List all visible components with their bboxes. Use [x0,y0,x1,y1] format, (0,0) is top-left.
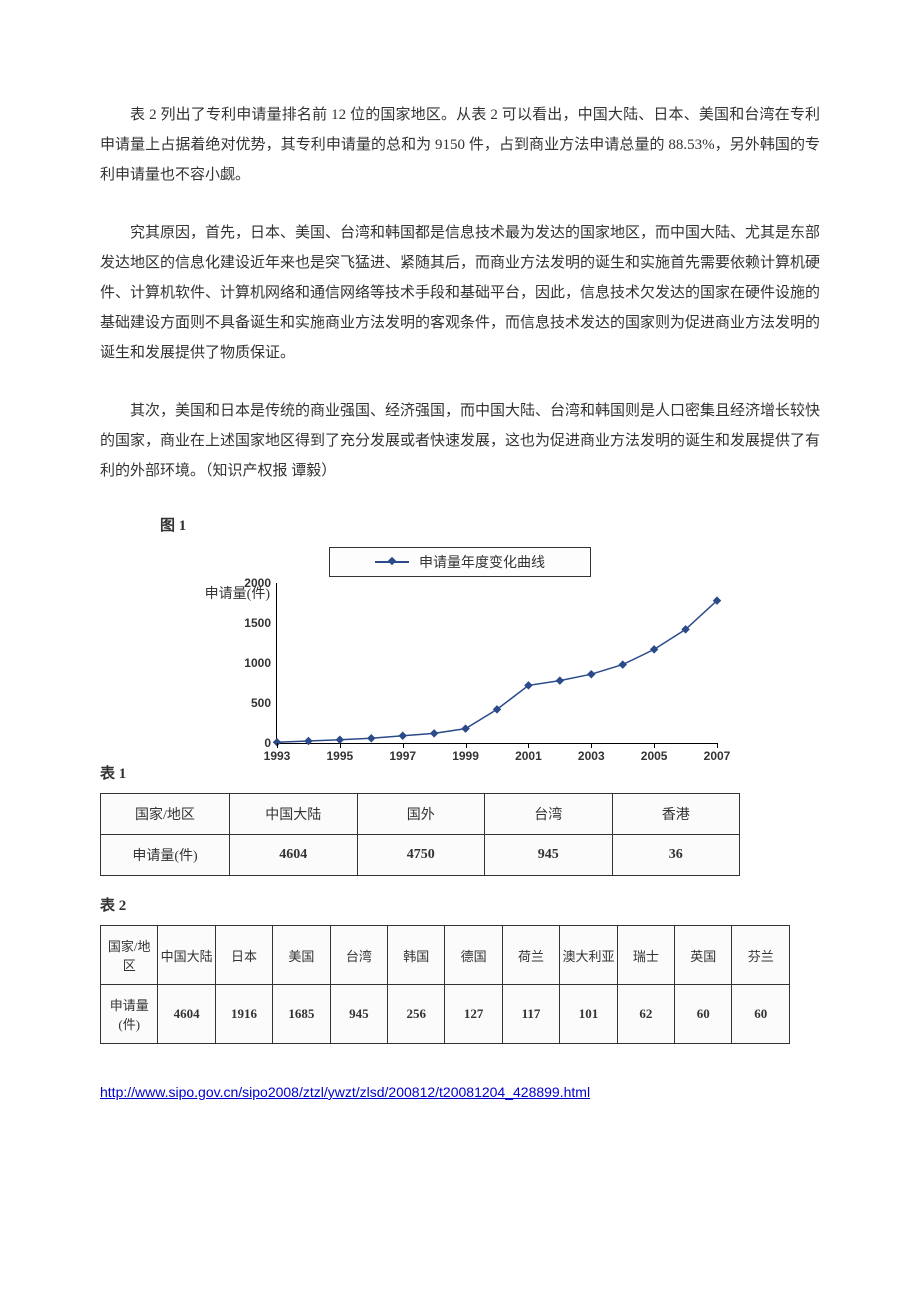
chart-xtick: 2003 [578,749,605,763]
chart-xtick: 1997 [389,749,416,763]
table-header-cell: 芬兰 [732,926,790,985]
table-data-cell: 945 [485,835,613,876]
table-header-cell: 国外 [357,794,485,835]
table-data-cell: 101 [560,985,617,1044]
table-row-label: 申请量(件) [101,835,230,876]
chart-ytick: 1500 [231,616,271,630]
chart-xtick: 2005 [641,749,668,763]
chart-xtick: 1995 [326,749,353,763]
table-data-cell: 62 [617,985,674,1044]
table-header-cell: 韩国 [388,926,445,985]
paragraph-1: 表 2 列出了专利申请量排名前 12 位的国家地区。从表 2 可以看出，中国大陆… [100,100,820,190]
chart-legend: 申请量年度变化曲线 [329,547,591,577]
table-header-cell: 瑞士 [617,926,674,985]
table-row-label: 申请量(件) [101,985,158,1044]
table-data-cell: 4750 [357,835,485,876]
chart-xtick: 1999 [452,749,479,763]
table-header-cell: 国家/地区 [101,794,230,835]
paragraph-2: 究其原因，首先，日本、美国、台湾和韩国都是信息技术最为发达的国家地区，而中国大陆… [100,218,820,368]
chart-plot-area: 0500100015002000199319951997199920012003… [276,583,717,744]
table-header-cell: 澳大利亚 [560,926,617,985]
table-data-cell: 945 [330,985,387,1044]
table-header-cell: 中国大陆 [230,794,358,835]
chart-ytick: 1000 [231,656,271,670]
table-2-label: 表 2 [100,894,820,915]
legend-line-icon [375,561,409,563]
chart-xtick: 2001 [515,749,542,763]
table-header-cell: 荷兰 [502,926,559,985]
chart-ytick: 500 [231,696,271,710]
chart-ytick: 2000 [231,576,271,590]
table-1: 国家/地区中国大陆国外台湾香港申请量(件)4604475094536 [100,793,740,876]
table-data-cell: 60 [732,985,790,1044]
chart-xtick: 2007 [704,749,731,763]
table-data-cell: 60 [675,985,732,1044]
table-header-cell: 香港 [612,794,740,835]
table-header-cell: 英国 [675,926,732,985]
table-data-cell: 4604 [230,835,358,876]
table-header-cell: 中国大陆 [158,926,215,985]
chart-series [277,583,717,743]
table-header-cell: 国家/地区 [101,926,158,985]
paragraph-3: 其次，美国和日本是传统的商业强国、经济强国，而中国大陆、台湾和韩国则是人口密集且… [100,396,820,486]
table-data-cell: 4604 [158,985,215,1044]
figure-1-label: 图 1 [160,514,820,535]
table-data-cell: 256 [388,985,445,1044]
table-header-cell: 德国 [445,926,502,985]
chart-ytick: 0 [231,736,271,750]
legend-text: 申请量年度变化曲线 [419,552,545,572]
figure-1-chart: 申请量年度变化曲线 申请量(件) 05001000150020001993199… [180,547,740,744]
table-data-cell: 1685 [273,985,330,1044]
source-link-wrap: http://www.sipo.gov.cn/sipo2008/ztzl/ywz… [100,1084,820,1100]
table-data-cell: 117 [502,985,559,1044]
table-2: 国家/地区中国大陆日本美国台湾韩国德国荷兰澳大利亚瑞士英国芬兰申请量(件)460… [100,925,790,1044]
chart-xtick: 1993 [264,749,291,763]
table-data-cell: 36 [612,835,740,876]
table-data-cell: 127 [445,985,502,1044]
table-1-label: 表 1 [100,762,820,783]
table-header-cell: 台湾 [485,794,613,835]
source-link[interactable]: http://www.sipo.gov.cn/sipo2008/ztzl/ywz… [100,1084,590,1100]
table-header-cell: 台湾 [330,926,387,985]
table-header-cell: 日本 [215,926,272,985]
table-data-cell: 1916 [215,985,272,1044]
table-header-cell: 美国 [273,926,330,985]
